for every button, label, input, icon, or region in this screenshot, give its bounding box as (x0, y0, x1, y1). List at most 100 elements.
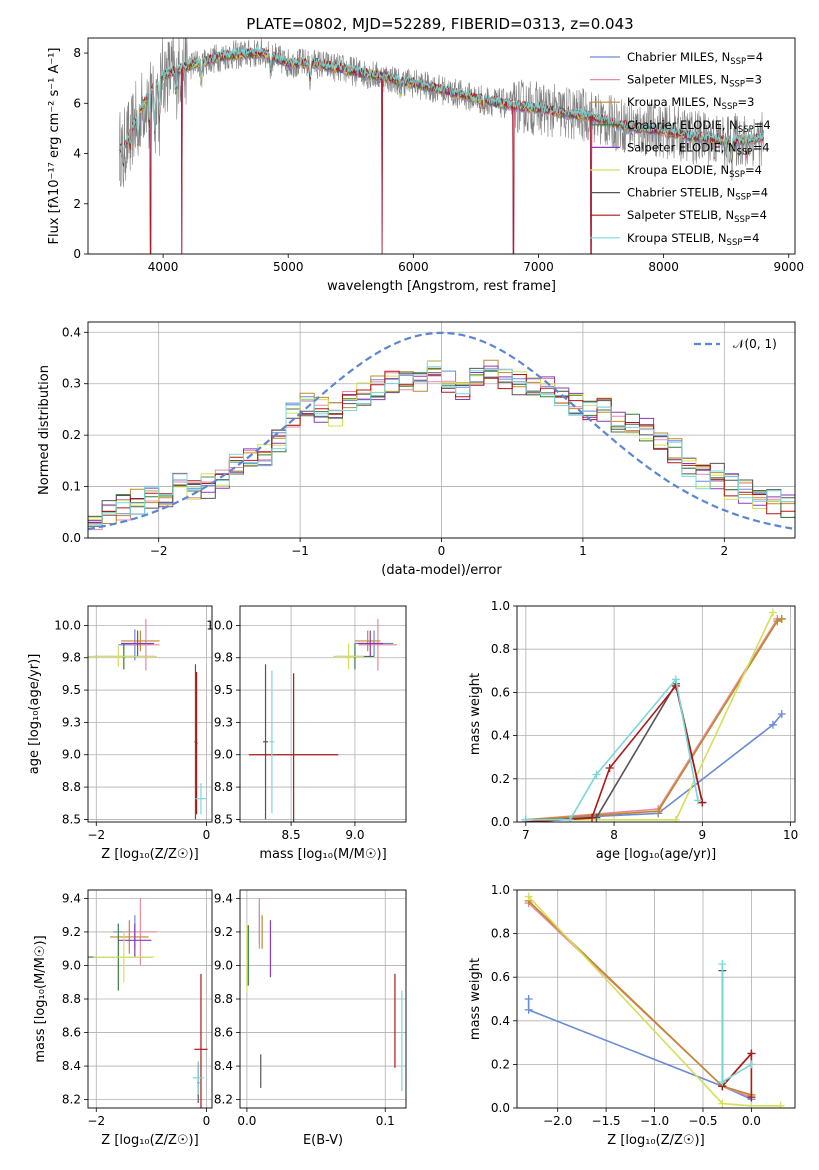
x-tick-label: 10 (783, 828, 798, 842)
y-tick-label: 0.2 (491, 1057, 510, 1071)
panel-mass-z: −2 0 8.2 8.4 8.6 8.8 9.0 9.2 9.4 Z [log₁₀(Z/Z☉)] m… (33, 889, 213, 1148)
y-tick-label: 8.4 (214, 1059, 233, 1073)
x-tick-label: −1.0 (640, 1114, 669, 1128)
y-axis-label: mass weight (468, 958, 483, 1040)
y-tick-label: 0.0 (491, 815, 510, 829)
y-tick-label: 8.8 (62, 780, 81, 794)
x-tick-label: 9.0 (345, 828, 364, 842)
plot-area (246, 898, 403, 1092)
weight-marker (521, 815, 530, 822)
legend-label: Chabrier STELIB, NSSP=4 (627, 186, 768, 203)
weight-line-0 (525, 713, 783, 821)
y-tick-label: 8.8 (62, 992, 81, 1006)
weight-marker (747, 1049, 756, 1058)
figure-title: PLATE=0802, MJD=52289, FIBERID=0313, z=0… (246, 15, 633, 33)
x-tick-label: 0 (203, 1114, 211, 1128)
weight-marker (718, 1077, 727, 1086)
y-tick-label: 9.5 (62, 683, 81, 697)
weight-marker (698, 798, 707, 807)
y-tick-label: 0.4 (491, 1014, 510, 1028)
weight-marker (768, 608, 777, 617)
y-tick-label: 0.8 (491, 642, 510, 656)
legend-label: 𝒩(0, 1) (733, 337, 777, 351)
weight-marker (768, 720, 777, 729)
plot-area (118, 38, 764, 254)
y-tick-label: 9.4 (62, 891, 81, 905)
x-tick-label: 0.1 (376, 1114, 395, 1128)
y-tick-label: 9.4 (214, 891, 233, 905)
y-tick-label: 0.2 (491, 772, 510, 786)
weight-marker (777, 710, 786, 718)
y-tick-label: 2 (73, 197, 81, 211)
x-tick-label: 6000 (398, 260, 429, 274)
y-tick-label: 8.2 (214, 1093, 233, 1107)
legend-label: Kroupa ELODIE, NSSP=4 (627, 163, 762, 180)
y-tick-label: 0.4 (62, 325, 81, 339)
y-tick-label: 9.0 (214, 958, 233, 972)
x-axis-label: Z [log₁₀(Z/Z☉)] (101, 847, 198, 862)
x-axis-label: age [log₁₀(age/yr)] (596, 847, 717, 862)
legend-label: Kroupa MILES, NSSP=3 (627, 95, 754, 112)
x-tick-label: 8000 (648, 260, 679, 274)
x-tick-label: −1.5 (592, 1114, 621, 1128)
legend-label: Salpeter ELODIE, NSSP=4 (627, 140, 770, 157)
model-line-8 (118, 47, 764, 164)
y-tick-label: 8.2 (62, 1093, 81, 1107)
y-tick-label: 0.2 (62, 428, 81, 442)
axes-frame (516, 605, 796, 823)
y-tick-label: 9.0 (62, 748, 81, 762)
x-tick-label: 2 (720, 544, 728, 558)
x-tick-label: 0.0 (742, 1114, 761, 1128)
y-tick-label: 8.6 (62, 1026, 81, 1040)
weight-marker (773, 617, 782, 626)
panel-age-z: −2 0 8.5 8.8 9.0 9.3 9.5 9.8 10.0 Z [log₁₀(Z/Z☉)]… (27, 605, 213, 862)
y-tick-label: 0.3 (62, 377, 81, 391)
y-tick-label: 8.6 (214, 1026, 233, 1040)
x-tick-label: 4000 (148, 260, 179, 274)
panel-age-mass: 8.5 9.0 8.5 8.8 9.0 9.3 9.5 9.8 10.0 mass [log₁₀(… (206, 605, 407, 862)
weight-marker (718, 960, 727, 969)
y-tick-label: 1.0 (491, 883, 510, 897)
x-tick-label: 1 (579, 544, 587, 558)
weight-marker (747, 1101, 756, 1108)
x-axis-label: (data-model)/error (381, 563, 502, 578)
weight-marker (671, 815, 680, 822)
y-tick-label: 8.4 (62, 1059, 81, 1073)
weight-marker (718, 1099, 727, 1108)
weight-marker (747, 1093, 756, 1102)
legend-label: Kroupa STELIB, NSSP=4 (627, 231, 759, 248)
x-tick-label: 0 (438, 544, 446, 558)
plot-area (88, 331, 795, 531)
y-tick-label: 8.5 (62, 812, 81, 826)
y-axis-label: mass weight (468, 673, 483, 755)
x-axis-label: E(B-V) (303, 1133, 343, 1148)
x-tick-label: 9000 (773, 260, 804, 274)
plot-area (521, 608, 786, 822)
axes-frame (516, 889, 796, 1109)
axes-frame (87, 37, 796, 255)
y-tick-label: 8.5 (214, 812, 233, 826)
x-tick-label: 8.5 (282, 828, 301, 842)
plot-area (524, 892, 785, 1108)
x-tick-label: −2 (87, 1114, 105, 1128)
x-tick-label: 0 (203, 828, 211, 842)
weight-marker (605, 764, 614, 772)
axes-frame (87, 605, 213, 823)
normal-curve (88, 331, 795, 531)
weight-marker (588, 813, 597, 822)
y-tick-label: 0.8 (491, 927, 510, 941)
weight-marker (747, 1060, 756, 1069)
weight-line-5 (528, 895, 781, 1107)
y-tick-label: 9.8 (62, 651, 81, 665)
y-tick-label: 6 (73, 96, 81, 110)
panel-weight-z: −2.0 −1.5 −1.0 −0.5 0.0 0.0 0.2 0.4 0.6 0.8 1.0 Z [… (468, 883, 796, 1148)
weight-line-0 (527, 999, 752, 1101)
x-tick-label: −0.5 (688, 1114, 717, 1128)
y-tick-label: 0.0 (491, 1101, 510, 1115)
legend-label: Chabrier MILES, NSSP=4 (627, 50, 763, 67)
x-tick-label: 7 (522, 828, 530, 842)
y-tick-label: 0.1 (62, 480, 81, 494)
y-tick-label: 1.0 (491, 599, 510, 613)
y-tick-label: 9.0 (62, 958, 81, 972)
